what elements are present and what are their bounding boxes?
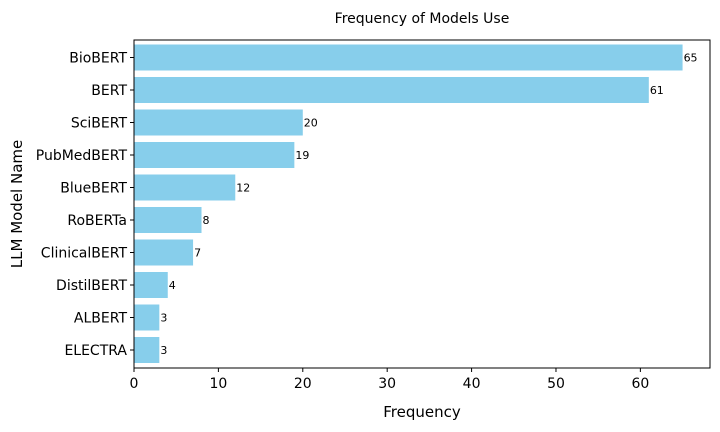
bar-pubmedbert — [134, 142, 295, 168]
value-label-biobert: 65 — [684, 52, 698, 65]
x-tick-label-0: 0 — [130, 376, 139, 392]
bar-roberta — [134, 207, 202, 233]
category-label-roberta: RoBERTa — [67, 213, 127, 229]
bar-clinicalbert — [134, 239, 194, 266]
x-tick-label-10: 10 — [209, 376, 227, 392]
category-label-pubmedbert: PubMedBERT — [36, 148, 128, 164]
bar-scibert — [134, 109, 303, 136]
bar-distilbert — [134, 272, 168, 298]
x-tick-label-20: 20 — [294, 376, 312, 392]
category-label-scibert: SciBERT — [71, 116, 128, 132]
bar-electra — [134, 337, 160, 363]
x-ticks-group: 0 10 20 30 40 50 60 — [130, 368, 649, 392]
bar-albert — [134, 304, 160, 331]
category-label-albert: ALBERT — [74, 311, 128, 327]
value-label-pubmedbert: 19 — [295, 149, 309, 162]
category-label-distilbert: DistilBERT — [56, 278, 127, 294]
y-axis-label: LLM Model Name — [8, 140, 26, 268]
bars-group — [134, 44, 683, 363]
category-label-clinicalbert: ClinicalBERT — [41, 246, 128, 262]
x-tick-label-40: 40 — [463, 376, 481, 392]
chart-title: Frequency of Models Use — [335, 11, 510, 27]
value-label-roberta: 8 — [203, 214, 210, 227]
x-tick-label-50: 50 — [547, 376, 565, 392]
category-label-biobert: BioBERT — [69, 51, 127, 67]
bar-biobert — [134, 44, 683, 71]
value-label-distilbert: 4 — [169, 279, 176, 292]
plot-frame — [133, 39, 711, 369]
value-label-electra: 3 — [160, 344, 167, 357]
value-label-bert: 61 — [650, 84, 664, 97]
category-labels-group: BioBERT BERT SciBERT PubMedBERT BlueBERT RoBE… — [36, 51, 134, 359]
x-tick-label-30: 30 — [378, 376, 396, 392]
value-label-bluebert: 12 — [236, 182, 250, 195]
bar-bluebert — [134, 174, 236, 201]
value-label-clinicalbert: 7 — [194, 247, 201, 260]
category-label-electra: ELECTRA — [64, 343, 127, 359]
value-label-albert: 3 — [160, 312, 167, 325]
category-label-bert: BERT — [91, 83, 127, 99]
x-tick-label-60: 60 — [631, 376, 649, 392]
category-label-bluebert: BlueBERT — [60, 181, 127, 197]
value-label-scibert: 20 — [304, 117, 318, 130]
x-axis-label: Frequency — [383, 403, 461, 421]
value-labels-group: 65 61 20 19 12 8 7 4 3 3 — [160, 52, 697, 358]
bar-bert — [134, 77, 649, 103]
